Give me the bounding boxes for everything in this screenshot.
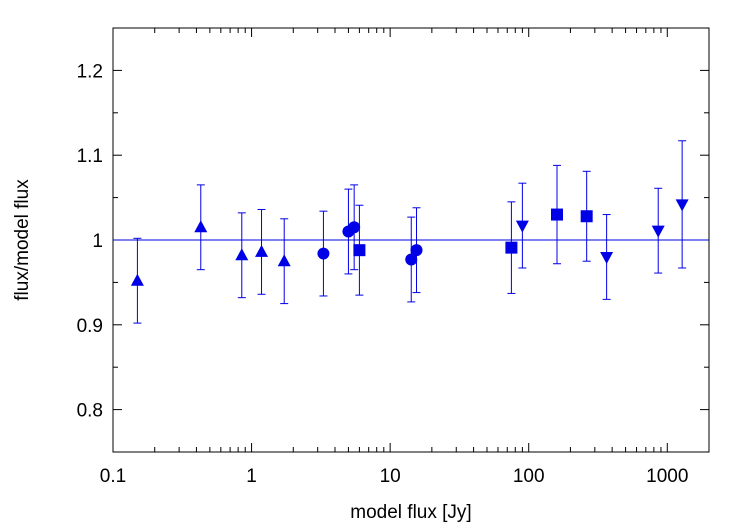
data-point-triangle-up [277, 254, 291, 267]
data-marks [130, 140, 689, 324]
x-tick-label: 100 [513, 466, 545, 487]
x-axis-label: model flux [Jy] [350, 502, 471, 523]
data-point-triangle-up [194, 220, 208, 233]
y-tick-label: 1 [92, 231, 103, 252]
data-point-circle [410, 244, 423, 257]
data-point-triangle-up [255, 244, 269, 257]
data-point-triangle-down [600, 251, 614, 264]
data-point-triangle-up [235, 248, 249, 261]
data-point-square [353, 244, 366, 257]
data-point-square [505, 241, 518, 254]
x-tick-label: 0.1 [100, 466, 126, 487]
data-point-triangle-down [515, 220, 529, 233]
data-point-triangle-down [675, 199, 689, 212]
data-point-square [580, 210, 593, 223]
axis-ticks: 0.1 1 10 100 1000 0.8 0.9 1 1.1 1.2 [77, 27, 709, 487]
data-point-circle [317, 247, 330, 260]
y-tick-label: 1.2 [77, 61, 103, 82]
data-point-triangle-down [651, 225, 665, 238]
y-axis-label: flux/model flux [12, 179, 33, 301]
data-point-circle [348, 221, 361, 234]
y-tick-label: 0.8 [77, 401, 103, 422]
data-point-square [550, 208, 563, 221]
y-tick-label: 1.1 [77, 146, 103, 167]
data-point-circle [405, 253, 418, 266]
x-tick-label: 10 [380, 466, 401, 487]
y-tick-label: 0.9 [77, 316, 103, 337]
x-tick-label: 1 [246, 466, 257, 487]
x-tick-label: 1000 [646, 466, 688, 487]
data-point-triangle-up [130, 273, 144, 286]
